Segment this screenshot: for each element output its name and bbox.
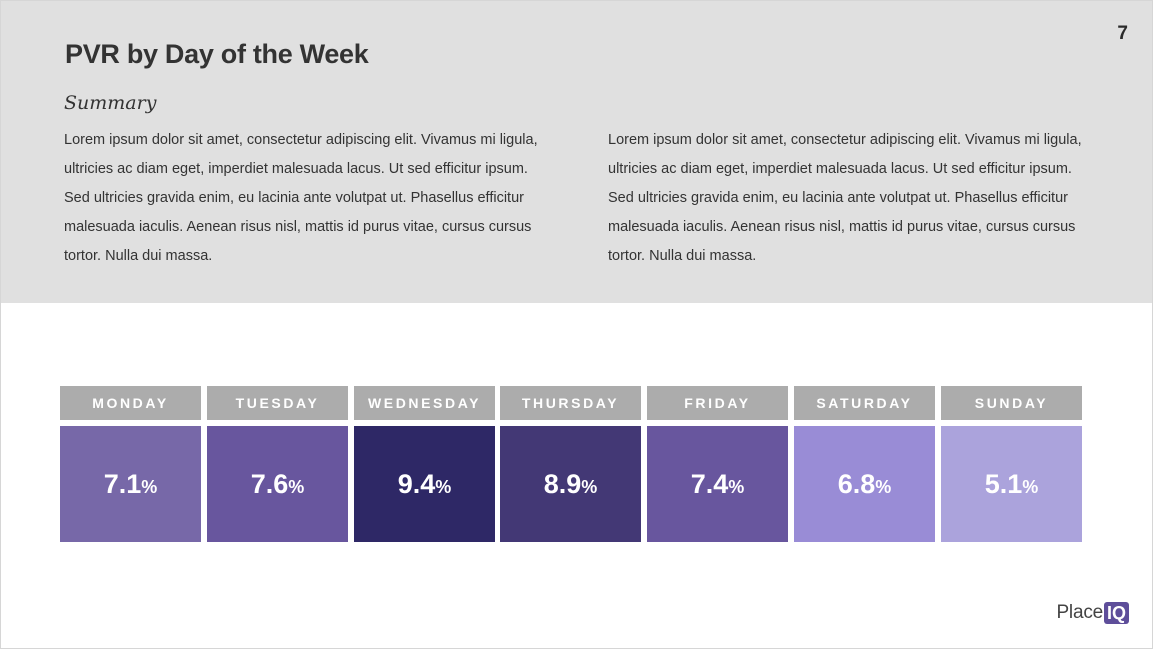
- percent-sign: %: [141, 477, 158, 497]
- pvr-value: 5.1: [984, 469, 1023, 499]
- day-column-sunday: SUNDAY 5.1%: [941, 386, 1082, 542]
- placeiq-logo: Place IQ: [1056, 601, 1129, 625]
- logo-badge: IQ: [1103, 602, 1129, 624]
- percent-sign: %: [581, 477, 598, 497]
- summary-panel: 7 PVR by Day of the Week Summary Lorem i…: [1, 1, 1152, 303]
- summary-text-left: Lorem ipsum dolor sit amet, consectetur …: [64, 132, 538, 264]
- percent-sign: %: [728, 477, 745, 497]
- pvr-cell: 5.1%: [941, 426, 1082, 542]
- percent-sign: %: [435, 477, 452, 497]
- pvr-value: 8.9: [543, 469, 582, 499]
- day-column-friday: FRIDAY 7.4%: [647, 386, 788, 542]
- day-column-thursday: THURSDAY 8.9%: [500, 386, 641, 542]
- day-label: MONDAY: [60, 386, 201, 420]
- day-column-saturday: SATURDAY 6.8%: [794, 386, 935, 542]
- pvr-cell: 8.9%: [500, 426, 641, 542]
- day-label: TUESDAY: [207, 386, 348, 420]
- pvr-cell: 7.1%: [60, 426, 201, 542]
- summary-heading: Summary: [64, 92, 157, 114]
- pvr-day-chart: MONDAY 7.1% TUESDAY 7.6% WEDNESDAY 9.4% THURSD…: [60, 386, 1082, 542]
- pvr-value: 7.1: [103, 469, 142, 499]
- day-label: SUNDAY: [941, 386, 1082, 420]
- percent-sign: %: [1022, 477, 1039, 497]
- pvr-value: 9.4: [397, 469, 436, 499]
- pvr-value: 7.6: [250, 469, 289, 499]
- pvr-value: 6.8: [837, 469, 876, 499]
- percent-sign: %: [288, 477, 305, 497]
- page-title: PVR by Day of the Week: [65, 39, 369, 69]
- pvr-cell: 9.4%: [354, 426, 495, 542]
- summary-text-right: Lorem ipsum dolor sit amet, consectetur …: [608, 132, 1082, 264]
- day-label: FRIDAY: [647, 386, 788, 420]
- logo-text: Place: [1056, 602, 1103, 623]
- day-label: WEDNESDAY: [354, 386, 495, 420]
- day-label: SATURDAY: [794, 386, 935, 420]
- day-column-tuesday: TUESDAY 7.6%: [207, 386, 348, 542]
- percent-sign: %: [875, 477, 892, 497]
- pvr-cell: 6.8%: [794, 426, 935, 542]
- pvr-cell: 7.4%: [647, 426, 788, 542]
- pvr-value: 7.4: [690, 469, 729, 499]
- day-column-wednesday: WEDNESDAY 9.4%: [354, 386, 495, 542]
- day-column-monday: MONDAY 7.1%: [60, 386, 201, 542]
- day-label: THURSDAY: [500, 386, 641, 420]
- page-number: 7: [1117, 23, 1128, 44]
- pvr-cell: 7.6%: [207, 426, 348, 542]
